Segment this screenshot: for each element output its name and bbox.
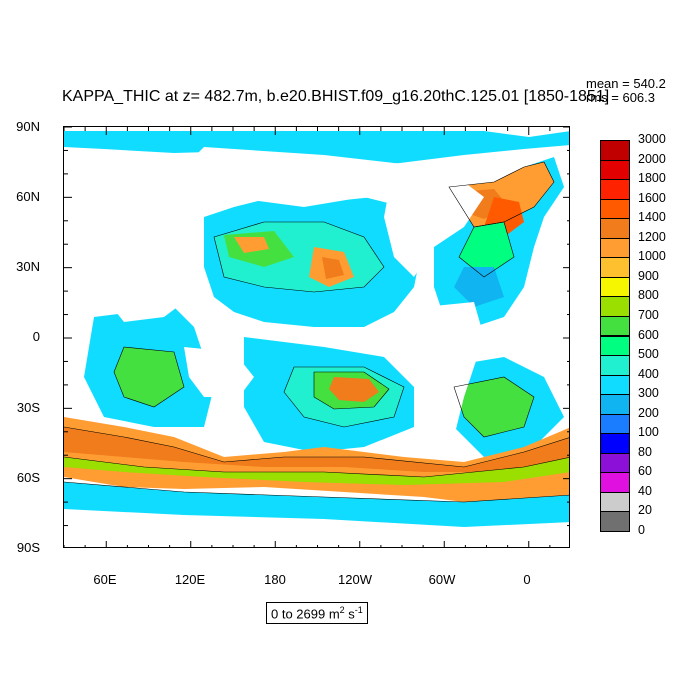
colorbar-label: 900 (638, 268, 659, 283)
lon-label-180: 180 (264, 572, 286, 587)
mean-stat: mean = 540.2 (586, 76, 666, 91)
lat-label-90s: 90S (16, 540, 40, 555)
ocean-regions (64, 131, 569, 527)
rms-stat: rms = 606.3 (586, 90, 656, 105)
colorbar-label: 1200 (638, 229, 666, 244)
colorbar-box (600, 237, 630, 259)
colorbar-label: 300 (638, 386, 659, 401)
colorbar-box (600, 335, 630, 357)
colorbar-box (600, 315, 630, 337)
colorbar-box (600, 511, 630, 532)
lat-label-30s: 30S (16, 400, 40, 415)
map-ticks (64, 127, 569, 547)
colorbar-label: 3000 (638, 132, 666, 146)
colorbar (600, 140, 630, 532)
lat-label-30n: 30N (16, 259, 40, 274)
colorbar-label: 500 (638, 347, 659, 362)
colorbar-box (600, 257, 630, 278)
range-sup-2: -1 (354, 605, 363, 615)
colorbar-box (600, 179, 630, 200)
lat-label-60s: 60S (16, 470, 40, 485)
colorbar-box (600, 198, 630, 220)
colorbar-label: 1000 (638, 249, 666, 264)
colorbar-box (600, 413, 630, 435)
colorbar-label: 700 (638, 307, 659, 322)
map-plot-area (63, 126, 570, 548)
colorbar-label: 400 (638, 366, 659, 381)
colorbar-label: 800 (638, 288, 659, 303)
colorbar-box (600, 452, 630, 474)
colorbar-box (600, 140, 630, 161)
colorbar-box (600, 276, 630, 298)
range-sup-1: 2 (339, 605, 345, 615)
lon-label-120e: 120E (174, 572, 206, 587)
colorbar-label: 100 (638, 425, 659, 440)
colorbar-box (600, 491, 630, 513)
colorbar-box (600, 296, 630, 317)
lat-label-0: 0 (32, 329, 40, 344)
colorbar-box (600, 433, 630, 454)
contour-lines (64, 161, 569, 503)
colorbar-label: 60 (638, 464, 652, 479)
colorbar-label: 2000 (638, 151, 666, 166)
lat-label-60n: 60N (16, 189, 40, 204)
colorbar-box (600, 394, 630, 415)
range-text-mid: s (344, 606, 355, 622)
colorbar-label: 20 (638, 503, 652, 518)
range-label: 0 to 2699 m2 s-1 (266, 602, 368, 625)
colorbar-label: 600 (638, 327, 659, 342)
colorbar-box (600, 374, 630, 396)
range-text: 0 to 2699 m (271, 606, 340, 622)
lat-label-90n: 90N (16, 119, 40, 134)
ocean-field-map (64, 127, 569, 547)
colorbar-box (600, 218, 630, 239)
lon-label-60e: 60E (93, 572, 117, 587)
colorbar-box (600, 472, 630, 493)
colorbar-label: 40 (638, 483, 652, 498)
colorbar-label: 1800 (638, 171, 666, 186)
colorbar-box (600, 159, 630, 181)
lon-label-120w: 120W (338, 572, 372, 587)
lon-label-60w: 60W (428, 572, 456, 587)
colorbar-label: 1400 (638, 210, 666, 225)
colorbar-label: 1600 (638, 190, 666, 205)
lon-label-0: 0 (523, 572, 531, 587)
colorbar-label: 200 (638, 405, 659, 420)
colorbar-label: 0 (638, 523, 645, 537)
map-title: KAPPA_THIC at z= 482.7m, b.e20.BHIST.f09… (62, 88, 610, 105)
colorbar-box (600, 355, 630, 376)
colorbar-label: 80 (638, 444, 652, 459)
